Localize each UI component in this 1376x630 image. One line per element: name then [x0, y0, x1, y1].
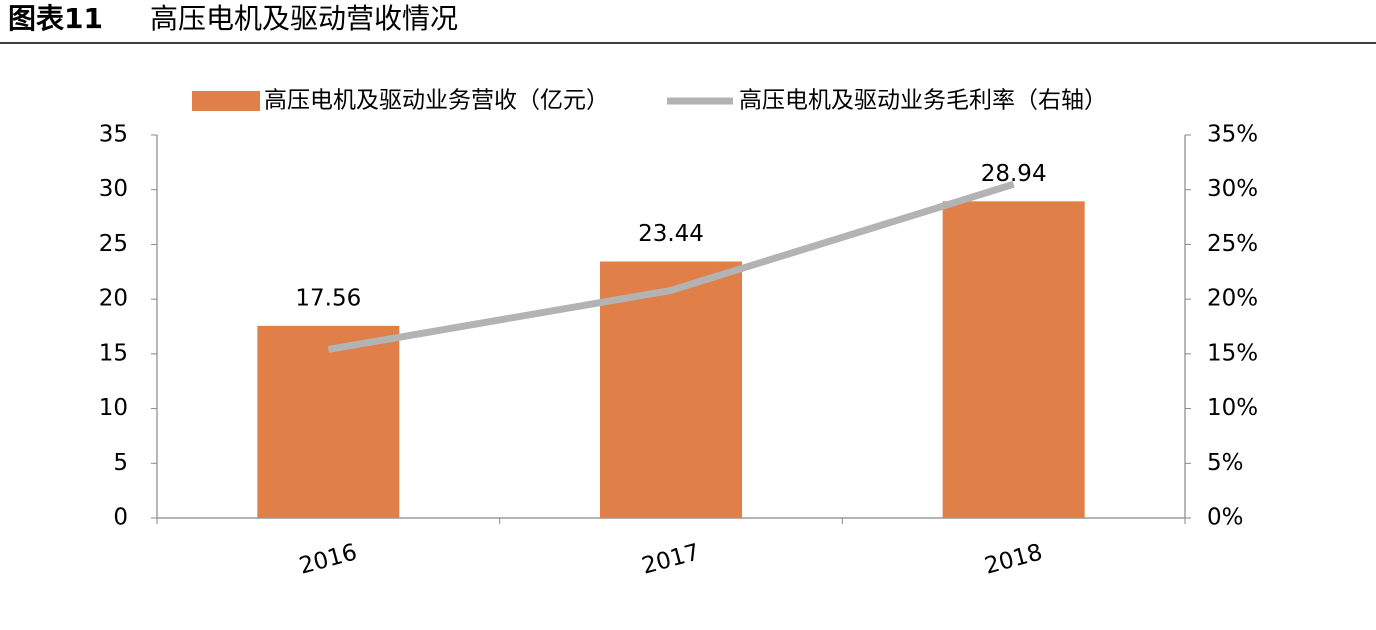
- figure-label: 图表11: [8, 2, 103, 35]
- y-tick-label: 0: [113, 505, 128, 531]
- y-tick-label: 35: [99, 122, 128, 148]
- y-tick-label: 20: [99, 286, 128, 312]
- bar: [942, 201, 1085, 518]
- line: [327, 180, 1015, 353]
- bar: [600, 261, 742, 518]
- legend-swatch: [192, 91, 260, 111]
- value-label: 17.56: [295, 285, 361, 311]
- y-tick-label: 15: [99, 340, 128, 366]
- bar: [257, 325, 400, 518]
- value-label: 23.44: [638, 221, 704, 247]
- y2-tick-label: 35%: [1207, 122, 1258, 148]
- x-tick-label: 2016: [297, 539, 360, 579]
- y2-tick-label: 10%: [1207, 395, 1258, 421]
- y-tick-label: 10: [99, 395, 128, 421]
- y-tick-label: 25: [99, 231, 128, 257]
- legend-label: 高压电机及驱动业务营收（亿元）: [264, 88, 609, 114]
- legend-label: 高压电机及驱动业务毛利率（右轴）: [739, 88, 1107, 114]
- y2-tick-label: 0%: [1207, 505, 1244, 531]
- x-tick-label: 2018: [982, 539, 1045, 579]
- y2-tick-label: 5%: [1207, 450, 1244, 476]
- y2-tick-label: 30%: [1207, 176, 1258, 202]
- y2-tick-label: 25%: [1207, 231, 1258, 257]
- y-tick-label: 5: [113, 450, 128, 476]
- y2-tick-label: 20%: [1207, 286, 1258, 312]
- y2-tick-label: 15%: [1207, 340, 1258, 366]
- x-tick-label: 2017: [639, 539, 702, 579]
- y-tick-label: 30: [99, 176, 128, 202]
- value-label: 28.94: [981, 161, 1047, 187]
- chart-title: 高压电机及驱动营收情况: [150, 2, 458, 35]
